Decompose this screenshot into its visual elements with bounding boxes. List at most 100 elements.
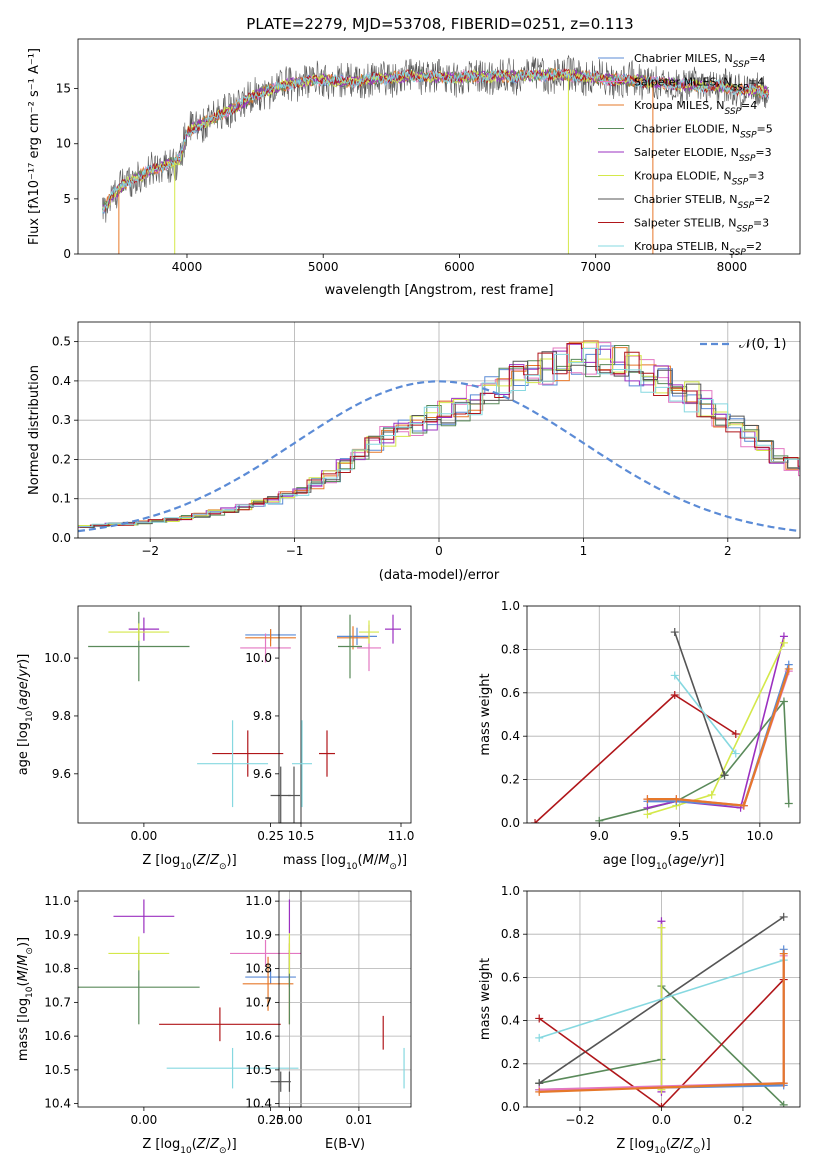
weight-marker-kroupa-stelib xyxy=(731,749,740,758)
y-tick-label: 10.7 xyxy=(245,995,272,1009)
legend-entry-kroupa-stelib: Kroupa STELIB, NSSP=2 xyxy=(634,240,762,258)
weight-line-kroupa-stelib xyxy=(674,674,737,755)
chart-age-vs-Z: 0.00 0.25 9.6 9.8 10.0 Z [log10(Z/Z⊙)] age [lo… xyxy=(16,605,302,872)
weight-marker-salpeter-stelib xyxy=(657,1103,666,1107)
y-tick-label: 9.8 xyxy=(52,709,71,723)
x-axis-label: E(B-V) xyxy=(325,1137,365,1152)
spectrum-line-kroupa-stelib xyxy=(102,68,770,214)
x-axis-label: Z [log10(Z/Z⊙)] xyxy=(142,853,236,872)
weight-marker-salpeter-stelib xyxy=(531,819,540,823)
plot-area xyxy=(102,54,770,254)
weight-line-chabrier-stelib xyxy=(538,916,785,1084)
weight-line-salpeter-elodie xyxy=(647,636,785,809)
x-tick-label: 0.00 xyxy=(131,829,158,843)
weight-line-chabrier-stelib xyxy=(673,631,726,776)
y-tick-label: 1.0 xyxy=(501,599,520,613)
weight-line-kroupa-miles xyxy=(647,668,790,807)
x-tick-label: −1 xyxy=(286,544,304,558)
y-tick-label: 10.8 xyxy=(245,962,272,976)
axes-frame xyxy=(526,890,801,1108)
axes-frame xyxy=(77,38,801,255)
y-tick-label: 0.8 xyxy=(501,642,520,656)
gaussian-curve xyxy=(78,380,800,533)
y-tick-label: 10.5 xyxy=(44,1063,71,1077)
x-tick-label: 9.0 xyxy=(590,829,609,843)
legend-entry-salpeter-miles: Salpeter MILES, NSSP=4 xyxy=(634,76,764,94)
y-axis-label: Flux [fλ10⁻¹⁷ erg cm⁻² s⁻¹ A⁻¹] xyxy=(27,48,42,245)
x-tick-label: 0.25 xyxy=(257,829,284,843)
y-tick-label: 11.0 xyxy=(245,894,272,908)
y-axis-label: mass weight xyxy=(478,958,493,1040)
x-axis-label: Z [log10(Z/Z⊙)] xyxy=(142,1137,236,1156)
y-tick-label: 0 xyxy=(63,247,71,261)
y-tick-label: 0.1 xyxy=(52,492,71,506)
weight-marker-kroupa-miles xyxy=(779,949,788,958)
y-tick-label: 1.0 xyxy=(501,884,520,898)
x-tick-label: 0 xyxy=(435,544,443,558)
axes-frame xyxy=(77,321,801,539)
chart-massweight-vs-Z: −0.2 0.0 0.2 0.0 0.2 0.4 0.6 0.8 1.0 Z [log10(Z/Z… xyxy=(478,884,801,1156)
chart-residuals: −2 −1 0 1 2 0.0 0.1 0.2 0.3 0.4 0.5 (data-model)/er… xyxy=(27,321,801,583)
legend-entry-salpeter-stelib: Salpeter STELIB, NSSP=3 xyxy=(634,217,769,235)
weight-marker-salpeter-stelib xyxy=(731,730,740,739)
weight-marker-kroupa-elodie xyxy=(657,923,666,932)
y-tick-label: 10.9 xyxy=(44,928,71,942)
x-axis-label: (data-model)/error xyxy=(379,568,500,583)
x-tick-label: 4000 xyxy=(172,260,203,274)
y-tick-label: 0.8 xyxy=(501,927,520,941)
y-tick-label: 10.6 xyxy=(44,1029,71,1043)
weight-marker-kroupa-miles xyxy=(643,795,652,804)
x-tick-label: 6000 xyxy=(444,260,475,274)
axes-frame xyxy=(526,605,801,824)
y-axis-label: mass weight xyxy=(478,673,493,755)
chart-mass-vs-EBV: 0.00 0.01 10.4 10.5 10.6 10.7 10.8 10.9 11.0 E(B-… xyxy=(245,890,412,1152)
x-tick-label: 2 xyxy=(724,544,732,558)
y-tick-label: 9.6 xyxy=(52,767,71,781)
x-tick-label: 5000 xyxy=(308,260,339,274)
weight-marker-kroupa-elodie xyxy=(779,638,788,647)
legend-entry-chabrier-elodie: Chabrier ELODIE, NSSP=5 xyxy=(634,123,773,141)
weight-marker-salpeter-stelib xyxy=(535,1014,544,1023)
axes-frame xyxy=(278,890,412,1108)
y-tick-label: 0.0 xyxy=(501,816,520,830)
y-tick-label: 10.0 xyxy=(44,651,71,665)
weight-marker-chabrier-elodie xyxy=(779,1100,788,1107)
figure-title: PLATE=2279, MJD=53708, FIBERID=0251, z=0… xyxy=(246,15,633,33)
y-tick-label: 0.2 xyxy=(52,452,71,466)
legend-entry-chabrier-stelib: Chabrier STELIB, NSSP=2 xyxy=(634,193,770,211)
y-tick-label: 0.6 xyxy=(501,970,520,984)
plot-area xyxy=(288,899,405,1092)
hist-step-salpeter-stelib xyxy=(78,343,800,528)
x-tick-label: 1 xyxy=(580,544,588,558)
x-tick-label: 7000 xyxy=(580,260,611,274)
legend-entry-kroupa-miles: Kroupa MILES, NSSP=4 xyxy=(634,99,757,117)
weight-marker-salpeter-stelib xyxy=(670,690,679,699)
spectrum-line-chabrier-stelib xyxy=(102,54,769,223)
y-tick-label: 10.4 xyxy=(245,1097,272,1111)
y-tick-label: 15 xyxy=(56,82,71,96)
x-tick-label: 8000 xyxy=(717,260,748,274)
axes-frame xyxy=(77,605,302,824)
y-tick-label: 0.2 xyxy=(501,1057,520,1071)
spectrum-line-salpeter-stelib xyxy=(102,68,770,213)
weight-marker-kroupa-elodie xyxy=(643,810,652,819)
weight-marker-kroupa-stelib xyxy=(535,1033,544,1042)
weight-marker-kroupa-miles xyxy=(739,801,748,810)
legend-entry-salpeter-elodie: Salpeter ELODIE, NSSP=3 xyxy=(634,146,772,164)
y-tick-label: 10.4 xyxy=(44,1097,71,1111)
y-tick-label: 0.4 xyxy=(501,1014,520,1028)
plot-area xyxy=(288,614,401,823)
weight-marker-chabrier-elodie xyxy=(779,697,788,706)
weight-marker-chabrier-stelib xyxy=(670,628,679,637)
plot-area xyxy=(531,628,793,823)
legend-entry-chabrier-miles: Chabrier MILES, NSSP=4 xyxy=(634,52,766,70)
y-tick-label: 0.4 xyxy=(501,729,520,743)
y-tick-label: 0.2 xyxy=(501,773,520,787)
weight-marker-chabrier-elodie xyxy=(784,799,793,808)
x-axis-label: wavelength [Angstrom, rest frame] xyxy=(325,283,554,298)
legend-label-gaussian: 𝒩(0, 1) xyxy=(739,337,786,352)
axes-frame xyxy=(77,890,302,1108)
weight-marker-kroupa-miles xyxy=(672,795,681,804)
chart-spectrum: 4000 5000 6000 7000 8000 0 5 10 15 wavelength [An… xyxy=(27,38,801,298)
